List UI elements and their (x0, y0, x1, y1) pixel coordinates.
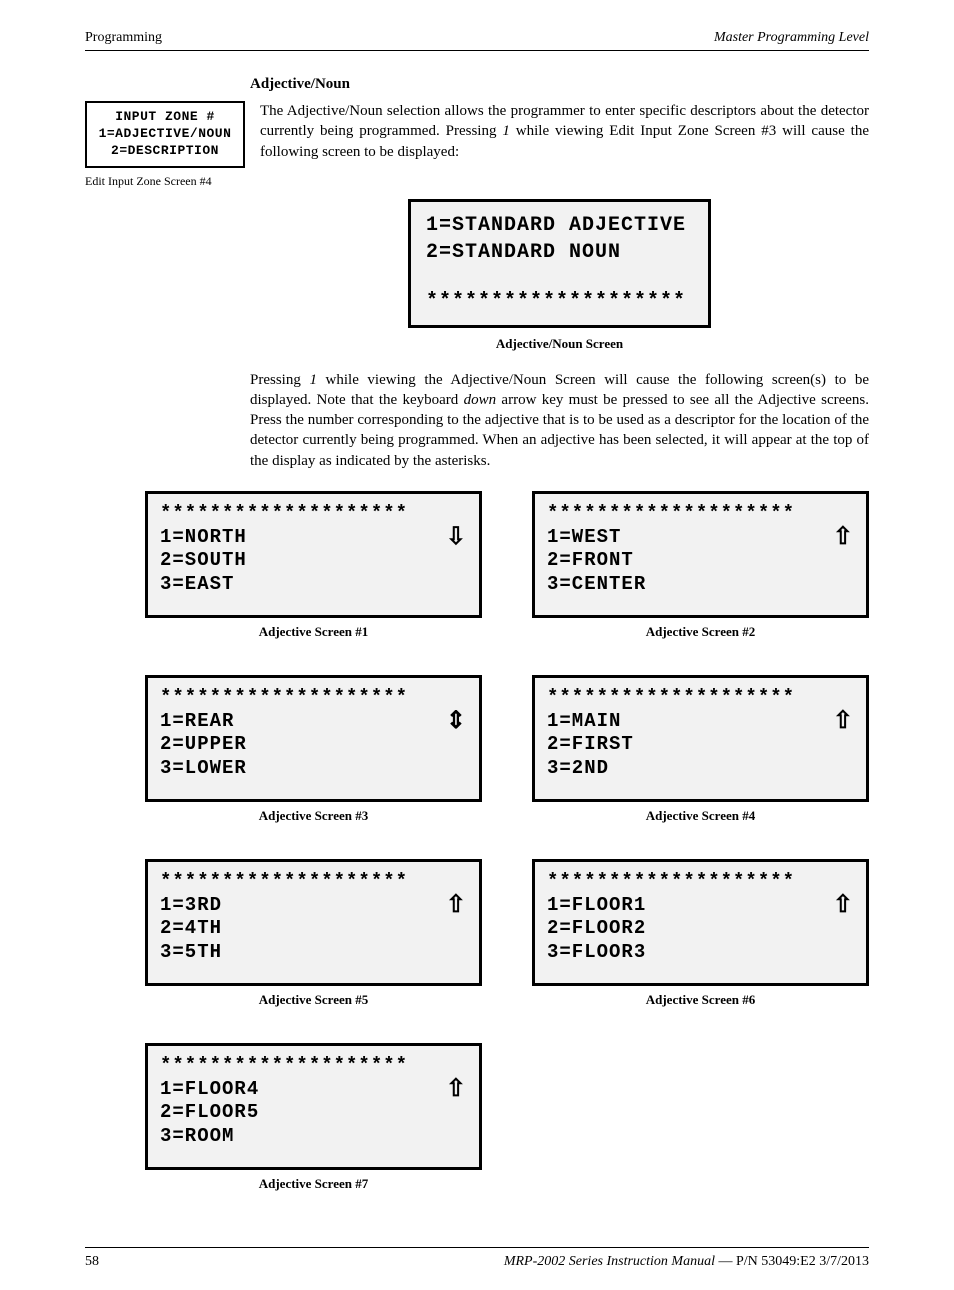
empty-cell (532, 1043, 869, 1192)
manual-title: MRP-2002 Series Instruction Manual (504, 1254, 715, 1269)
screen-line: 1=FLOOR1 (547, 894, 854, 918)
screen-caption: Adjective Screen #7 (145, 1176, 482, 1192)
screen-line: 1=MAIN (547, 710, 854, 734)
small-box-line: 1=ADJECTIVE/NOUN (95, 126, 235, 143)
adjective-screen-1: ******************** 1=NORTH 2=SOUTH 3=E… (145, 491, 482, 618)
updown-arrow-icon: ⇕ (446, 706, 467, 736)
body-paragraph: Pressing 1 while viewing the Adjective/N… (250, 370, 869, 471)
small-box-caption: Edit Input Zone Screen #4 (85, 174, 245, 189)
screen-line: 2=SOUTH (160, 549, 467, 573)
screen-cell: ******************** 1=FLOOR1 2=FLOOR2 3… (532, 859, 869, 1008)
adjective-screen-4: ******************** 1=MAIN 2=FIRST 3=2N… (532, 675, 869, 802)
intro-block: INPUT ZONE # 1=ADJECTIVE/NOUN 2=DESCRIPT… (85, 101, 869, 189)
section-title: Adjective/Noun (250, 76, 869, 93)
screens-grid: ******************** 1=NORTH 2=SOUTH 3=E… (145, 491, 869, 1192)
footer-right: MRP-2002 Series Instruction Manual — P/N… (504, 1254, 869, 1270)
screen-cell: ******************** 1=NORTH 2=SOUTH 3=E… (145, 491, 482, 640)
adjective-screen-5: ******************** 1=3RD 2=4TH 3=5TH ⇧ (145, 859, 482, 986)
up-arrow-icon: ⇧ (446, 1074, 467, 1104)
screen-line: 1=3RD (160, 894, 467, 918)
small-box-wrap: INPUT ZONE # 1=ADJECTIVE/NOUN 2=DESCRIPT… (85, 101, 245, 189)
screen-cell: ******************** 1=3RD 2=4TH 3=5TH ⇧… (145, 859, 482, 1008)
screen-line: 3=2ND (547, 757, 854, 781)
screen-caption: Adjective Screen #4 (532, 808, 869, 824)
down-arrow-icon: ⇩ (446, 522, 467, 552)
screen-line: ******************** (426, 288, 686, 315)
screen-line: 1=WEST (547, 526, 854, 550)
intro-paragraph: The Adjective/Noun selection allows the … (260, 101, 869, 162)
screen-line: ******************** (160, 686, 467, 710)
intro-text-wrap: The Adjective/Noun selection allows the … (260, 101, 869, 189)
main-screen-wrap: 1=STANDARD ADJECTIVE 2=STANDARD NOUN ***… (250, 199, 869, 328)
screen-line: 1=REAR (160, 710, 467, 734)
screen-line: 2=FLOOR2 (547, 917, 854, 941)
up-arrow-icon: ⇧ (446, 890, 467, 920)
adjective-screen-2: ******************** 1=WEST 2=FRONT 3=CE… (532, 491, 869, 618)
screen-line: ******************** (160, 870, 467, 894)
screen-cell: ******************** 1=FLOOR4 2=FLOOR5 3… (145, 1043, 482, 1192)
screen-line: 2=FRONT (547, 549, 854, 573)
screen-line: 3=FLOOR3 (547, 941, 854, 965)
page-number: 58 (85, 1254, 99, 1270)
screen-line: ******************** (160, 1054, 467, 1078)
screen-line: ******************** (160, 502, 467, 526)
screen-line: 2=UPPER (160, 733, 467, 757)
page-footer: 58 MRP-2002 Series Instruction Manual — … (85, 1247, 869, 1270)
screen-line: 2=FIRST (547, 733, 854, 757)
screen-line: 3=ROOM (160, 1125, 467, 1149)
page-header: Programming Master Programming Level (85, 30, 869, 51)
screen-line: 2=STANDARD NOUN (426, 239, 686, 266)
screen-line: 2=FLOOR5 (160, 1101, 467, 1125)
screen-line: 2=4TH (160, 917, 467, 941)
header-right: Master Programming Level (714, 30, 869, 46)
adjective-screen-7: ******************** 1=FLOOR4 2=FLOOR5 3… (145, 1043, 482, 1170)
screen-caption: Adjective Screen #3 (145, 808, 482, 824)
header-left: Programming (85, 30, 162, 46)
part-number: — P/N 53049:E2 3/7/2013 (715, 1254, 869, 1269)
screen-line: 1=NORTH (160, 526, 467, 550)
adjective-noun-screen: 1=STANDARD ADJECTIVE 2=STANDARD NOUN ***… (408, 199, 711, 328)
up-arrow-icon: ⇧ (833, 706, 854, 736)
screen-caption: Adjective Screen #6 (532, 992, 869, 1008)
adjective-screen-6: ******************** 1=FLOOR1 2=FLOOR2 3… (532, 859, 869, 986)
screen-line: 1=STANDARD ADJECTIVE (426, 212, 686, 239)
page: Programming Master Programming Level Adj… (0, 0, 954, 1290)
screen-caption: Adjective Screen #2 (532, 624, 869, 640)
screen-cell: ******************** 1=REAR 2=UPPER 3=LO… (145, 675, 482, 824)
screen-line: ******************** (547, 686, 854, 710)
small-box-line: INPUT ZONE # (95, 109, 235, 126)
small-box-line: 2=DESCRIPTION (95, 143, 235, 160)
screen-line: 3=5TH (160, 941, 467, 965)
screen-line: 3=EAST (160, 573, 467, 597)
up-arrow-icon: ⇧ (833, 522, 854, 552)
screen-cell: ******************** 1=MAIN 2=FIRST 3=2N… (532, 675, 869, 824)
screen-line: ******************** (547, 870, 854, 894)
adjective-screen-3: ******************** 1=REAR 2=UPPER 3=LO… (145, 675, 482, 802)
up-arrow-icon: ⇧ (833, 890, 854, 920)
main-screen-caption: Adjective/Noun Screen (250, 336, 869, 352)
screen-line (426, 266, 686, 288)
screen-line: ******************** (547, 502, 854, 526)
screen-line: 3=CENTER (547, 573, 854, 597)
screen-caption: Adjective Screen #1 (145, 624, 482, 640)
screen-line: 1=FLOOR4 (160, 1078, 467, 1102)
edit-input-zone-box: INPUT ZONE # 1=ADJECTIVE/NOUN 2=DESCRIPT… (85, 101, 245, 168)
screen-caption: Adjective Screen #5 (145, 992, 482, 1008)
screen-line: 3=LOWER (160, 757, 467, 781)
screen-cell: ******************** 1=WEST 2=FRONT 3=CE… (532, 491, 869, 640)
